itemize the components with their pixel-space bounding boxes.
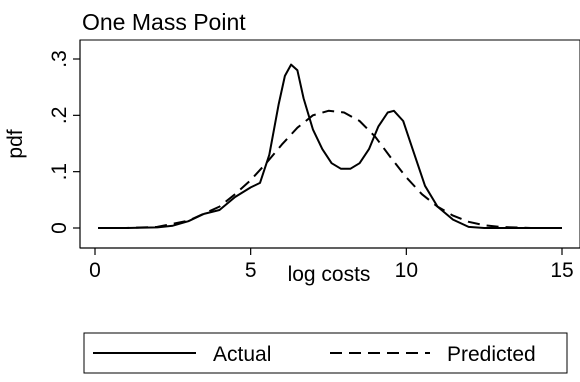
x-tick-label: 15 [550, 259, 573, 282]
x-axis: 0 5 10 15 [80, 247, 580, 282]
x-tick-label: 5 [245, 259, 257, 282]
y-axis: 0 .1 .2 .3 [48, 40, 81, 248]
series-layer [98, 63, 562, 229]
y-tick-label: 0 [48, 222, 71, 234]
y-tick-label: .2 [48, 107, 71, 125]
series-line-predicted [98, 109, 562, 229]
y-axis-label: pdf [4, 129, 27, 158]
series-line-actual [98, 63, 562, 229]
chart-title: One Mass Point [82, 9, 246, 35]
legend-label-actual: Actual [213, 343, 271, 366]
x-tick-label: 10 [395, 259, 418, 282]
legend-label-predicted: Predicted [447, 343, 536, 366]
x-axis-label: log costs [288, 263, 371, 286]
y-tick-label: .1 [48, 163, 71, 181]
x-tick-label: 0 [89, 259, 101, 282]
legend: Actual Predicted [83, 332, 568, 374]
y-tick-label: .3 [48, 50, 71, 68]
